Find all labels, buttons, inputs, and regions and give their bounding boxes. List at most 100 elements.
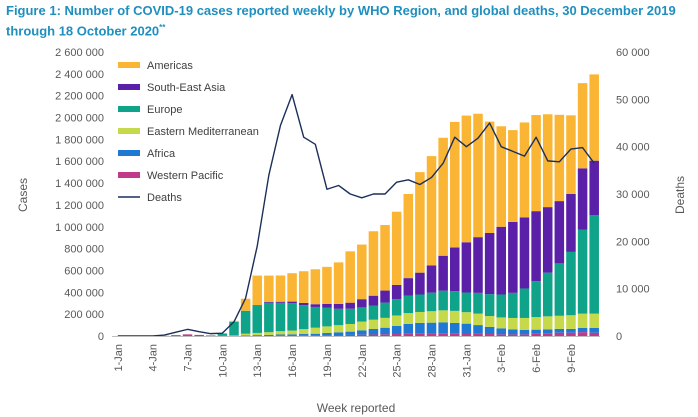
bar-segment xyxy=(531,333,541,336)
series-africa xyxy=(240,322,599,336)
bar-segment xyxy=(380,290,390,303)
bar-segment xyxy=(310,304,321,307)
series-south-east-asia xyxy=(252,160,599,309)
bar-segment xyxy=(531,329,541,334)
bar-segment xyxy=(473,313,483,326)
bar-segment xyxy=(298,305,309,330)
bar-segment xyxy=(496,328,506,335)
bar-segment xyxy=(589,313,599,328)
bar-segment xyxy=(577,332,588,336)
bar-segment xyxy=(264,334,274,336)
bar-segment xyxy=(229,321,239,336)
bar-segment xyxy=(554,315,565,329)
bar-segment xyxy=(206,335,216,336)
bar-segment xyxy=(473,333,483,336)
bar-segment xyxy=(554,201,565,264)
bar-segment xyxy=(415,333,425,336)
bar-segment xyxy=(426,322,437,334)
legend-item: Western Pacific xyxy=(118,170,224,182)
y-tick-label: 0 xyxy=(98,331,104,343)
y2-tick-label: 0 xyxy=(616,331,622,343)
bar-segment xyxy=(577,313,588,328)
bar-segment xyxy=(310,333,321,336)
bar-segment xyxy=(438,310,448,323)
bar-segment xyxy=(252,305,262,306)
bar-segment xyxy=(577,229,588,314)
bar-segment xyxy=(577,327,588,333)
bar-segment xyxy=(333,262,344,304)
bars-layer xyxy=(159,74,599,336)
bar-segment xyxy=(450,322,460,334)
chart-title-text: Figure 1: Number of COVID-19 cases repor… xyxy=(6,3,676,39)
bar-segment xyxy=(194,334,204,336)
bar-segment xyxy=(310,327,321,334)
chart-title-footnote-mark: ** xyxy=(159,23,166,32)
bar-segment xyxy=(519,288,530,318)
bar-segment xyxy=(566,332,576,336)
bar-segment xyxy=(415,322,425,334)
bar-segment xyxy=(217,333,228,336)
bar-segment xyxy=(461,242,472,293)
legend-label: Africa xyxy=(147,148,176,160)
x-tick-label: 25-Jan xyxy=(392,344,404,378)
bar-segment xyxy=(508,130,518,222)
bar-segment xyxy=(554,114,565,202)
bar-segment xyxy=(287,330,297,335)
y2-tick-label: 50 000 xyxy=(616,94,650,106)
bar-segment xyxy=(438,322,448,334)
bar-segment xyxy=(298,302,309,306)
bar-segment xyxy=(496,334,506,336)
bar-segment xyxy=(368,295,379,306)
bar-segment xyxy=(391,325,402,335)
y-tick-label: 400 000 xyxy=(64,287,104,299)
bar-segment xyxy=(426,292,437,312)
y2-tick-label: 30 000 xyxy=(616,189,650,201)
bar-segment xyxy=(333,335,344,336)
bar-segment xyxy=(275,335,286,336)
bar-segment xyxy=(542,316,553,330)
bar-segment xyxy=(542,333,553,336)
bar-segment xyxy=(264,335,274,336)
bar-segment xyxy=(484,316,495,327)
bar-segment xyxy=(275,331,286,335)
deaths-line xyxy=(117,93,595,337)
y-tick-label: 1 000 000 xyxy=(55,222,104,234)
x-tick-label: 4-Jan xyxy=(148,344,160,372)
bar-segment xyxy=(450,121,460,248)
bar-segment xyxy=(252,332,262,336)
chart-title: Figure 1: Number of COVID-19 cases repor… xyxy=(6,2,696,39)
series-europe xyxy=(217,215,599,336)
bar-segment xyxy=(566,194,576,252)
y-tick-label: 1 200 000 xyxy=(55,200,104,212)
bar-segment xyxy=(182,334,193,336)
bar-segment xyxy=(531,115,541,212)
bar-segment xyxy=(322,335,332,336)
bar-segment xyxy=(438,333,448,336)
y-tick-label: 2 600 000 xyxy=(55,47,104,59)
bar-segment xyxy=(461,323,472,334)
bar-segment xyxy=(566,251,576,316)
legend-item: Europe xyxy=(118,104,182,116)
bar-segment xyxy=(461,115,472,243)
bar-segment xyxy=(496,126,506,227)
bar-segment xyxy=(473,325,483,334)
bar-segment xyxy=(531,281,541,318)
bar-segment xyxy=(438,255,448,291)
bar-segment xyxy=(461,312,472,324)
bar-segment xyxy=(508,292,518,318)
bar-segment xyxy=(345,323,355,332)
legend-swatch xyxy=(118,62,140,68)
bar-segment xyxy=(577,168,588,230)
bar-segment xyxy=(357,299,367,308)
bar-segment xyxy=(450,333,460,336)
bar-segment xyxy=(589,215,599,314)
bar-segment xyxy=(322,304,332,308)
y-axis-title: Cases xyxy=(16,178,30,212)
bar-segment xyxy=(380,334,390,336)
bar-segment xyxy=(484,121,495,233)
legend-swatch xyxy=(118,128,140,134)
bar-segment xyxy=(345,334,355,336)
x-tick-label: 3-Feb xyxy=(496,344,508,373)
bar-segment xyxy=(391,315,402,326)
